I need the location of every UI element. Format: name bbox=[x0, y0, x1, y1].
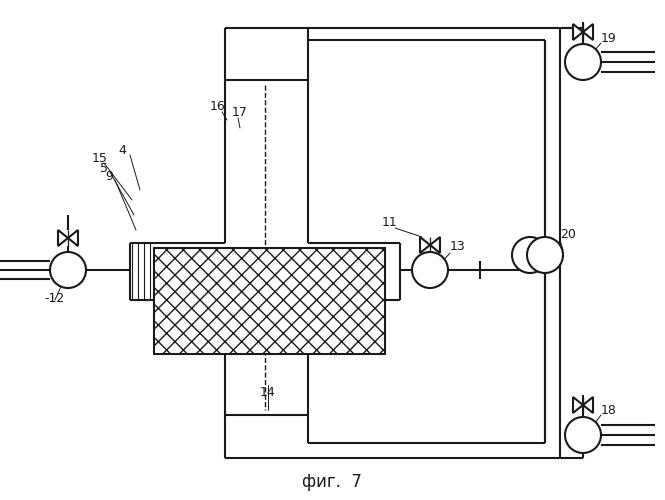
Text: 13: 13 bbox=[450, 240, 466, 254]
Text: 11: 11 bbox=[382, 216, 398, 228]
Text: 15: 15 bbox=[92, 152, 108, 164]
Circle shape bbox=[565, 44, 601, 80]
Bar bbox=[154, 248, 385, 354]
Text: P: P bbox=[526, 248, 534, 262]
Circle shape bbox=[50, 252, 86, 288]
Text: 5: 5 bbox=[100, 162, 108, 174]
Text: 16: 16 bbox=[210, 100, 225, 114]
Polygon shape bbox=[58, 230, 68, 246]
Text: 14: 14 bbox=[260, 386, 276, 400]
Circle shape bbox=[527, 237, 563, 273]
Text: 4: 4 bbox=[118, 144, 126, 156]
Text: 9: 9 bbox=[105, 170, 113, 182]
Text: 17: 17 bbox=[232, 106, 248, 120]
Polygon shape bbox=[420, 237, 430, 253]
Text: 18: 18 bbox=[601, 404, 617, 416]
Polygon shape bbox=[583, 397, 593, 413]
Circle shape bbox=[512, 237, 548, 273]
Text: 19: 19 bbox=[601, 32, 616, 44]
Polygon shape bbox=[573, 24, 583, 40]
Polygon shape bbox=[573, 397, 583, 413]
Text: 20: 20 bbox=[560, 228, 576, 241]
Circle shape bbox=[565, 417, 601, 453]
Polygon shape bbox=[68, 230, 78, 246]
Polygon shape bbox=[583, 24, 593, 40]
Text: фиг.  7: фиг. 7 bbox=[302, 473, 362, 491]
Circle shape bbox=[412, 252, 448, 288]
Text: -12: -12 bbox=[44, 292, 65, 304]
Text: P: P bbox=[541, 248, 549, 262]
Polygon shape bbox=[430, 237, 440, 253]
